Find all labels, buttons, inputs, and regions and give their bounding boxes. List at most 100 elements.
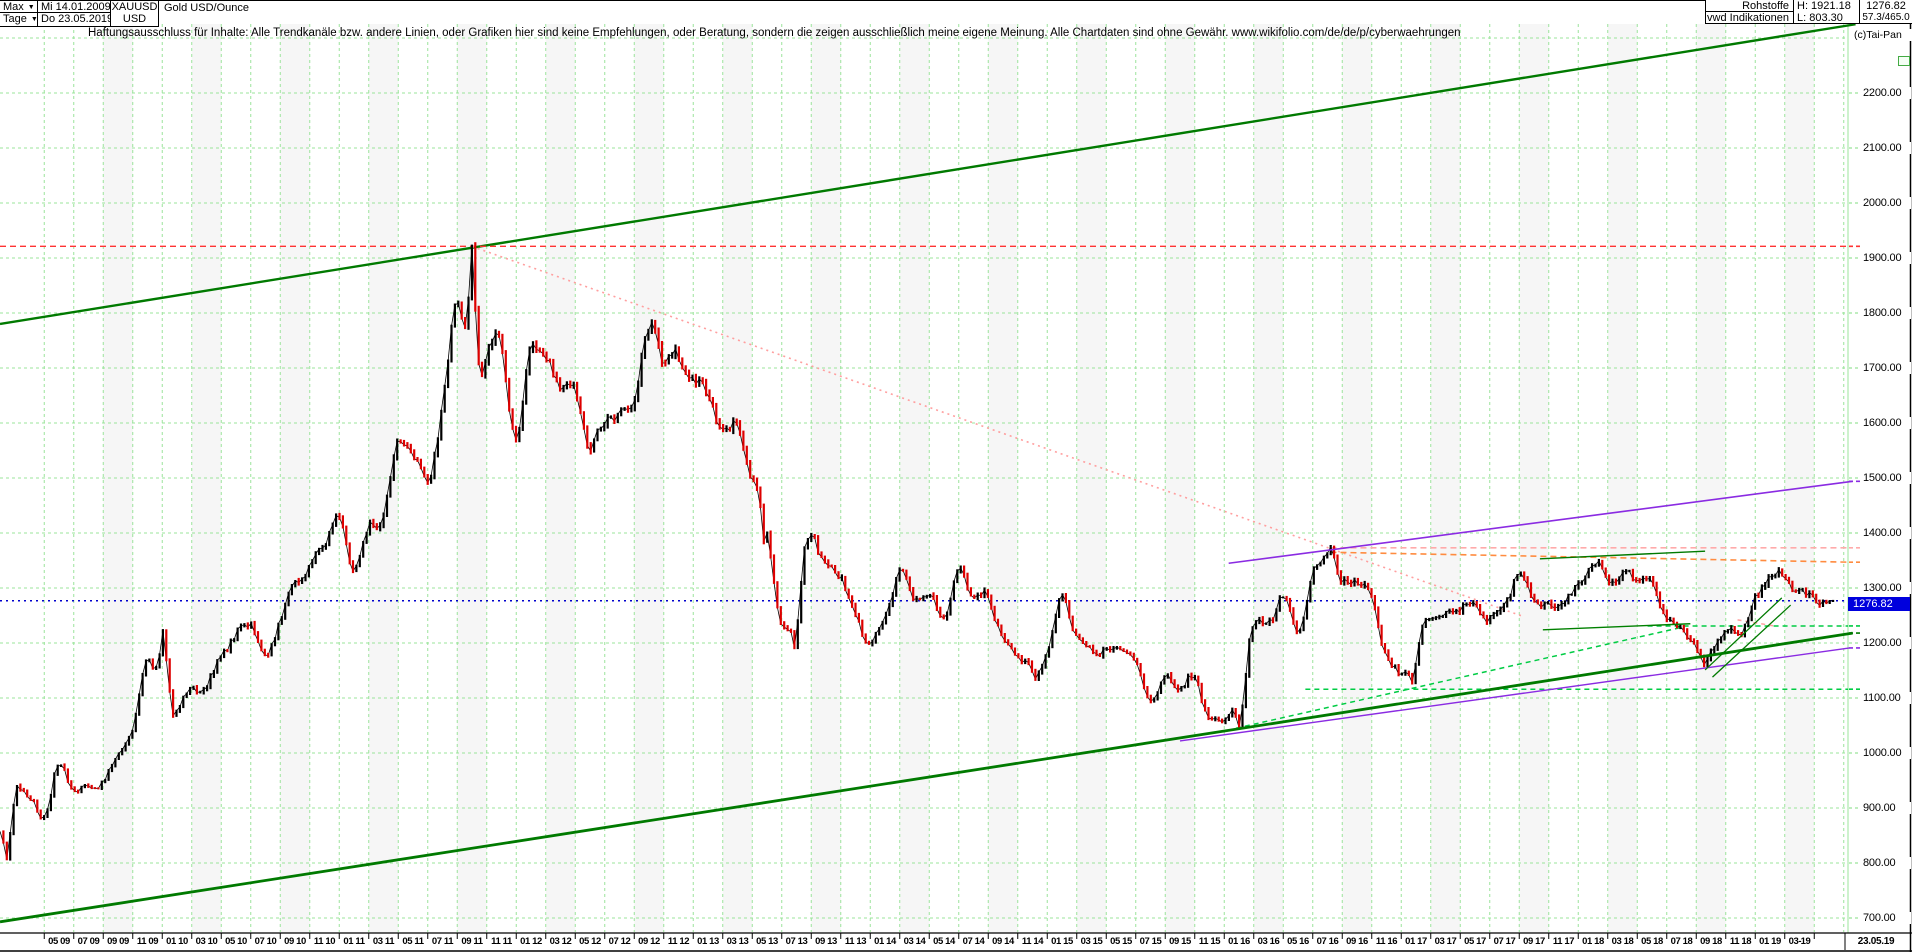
x-axis-tick-label: 09 16: [1346, 936, 1368, 947]
x-axis-tick-label: 05 11: [402, 936, 424, 947]
y-axis-tick-label: 2000.00: [1863, 197, 1911, 209]
category-label: Rohstoffe: [1705, 0, 1793, 12]
y-axis-tick-label: 1200.00: [1863, 637, 1911, 649]
x-axis-tick-label: 07 14: [962, 936, 985, 947]
x-axis-tick-label: 05 14: [933, 936, 955, 947]
y-axis-tick-label: 1700.00: [1863, 362, 1911, 374]
mini-channel-b-line: [1712, 604, 1792, 678]
chevron-down-icon: ▼: [30, 16, 38, 23]
x-axis-tick-label: 07 16: [1316, 936, 1339, 947]
chart-start-date: Mi 14.01.2009: [38, 0, 111, 13]
y-axis-tick-label: 2100.00: [1863, 142, 1911, 154]
x-axis-tick-label: 03 16: [1257, 936, 1280, 947]
collapse-box-icon[interactable]: [1898, 56, 1910, 66]
x-axis-tick-label: 05 13: [756, 936, 778, 947]
lower-channel-line: [0, 631, 1853, 924]
neckline-green-line: [1542, 623, 1691, 631]
x-axis-tick-label: 01 16: [1228, 936, 1250, 947]
x-axis-tick-label: 07 09: [77, 936, 100, 947]
purple-upper-trendline: [1228, 480, 1853, 565]
x-axis-tick-label: 01 18: [1582, 936, 1604, 947]
x-axis-tick-label: 09 11: [461, 936, 483, 947]
x-axis-tick-label: 07 13: [785, 936, 808, 947]
x-axis-tick-label: 03 15: [1080, 936, 1103, 947]
currency-label: USD: [111, 13, 159, 27]
x-axis-tick-label: 07 15: [1139, 936, 1162, 947]
x-axis-tick-label: 03 19: [1788, 936, 1811, 947]
y-axis-tick-label: 1800.00: [1863, 307, 1911, 319]
x-axis-tick-label: 05 16: [1287, 936, 1309, 947]
purple-lower-trendline: [1179, 647, 1850, 742]
x-axis-tick-label: 07 12: [608, 936, 631, 947]
disclaimer-text: Haftungsausschluss für Inhalte: Alle Tre…: [88, 27, 1461, 39]
x-axis-tick-label: 01 12: [520, 936, 542, 947]
support-dashed-steep-line: [1235, 626, 1684, 729]
quote-source-label: vwd Indikationen: [1705, 12, 1793, 24]
x-axis-tick-label: 11 14: [1021, 936, 1044, 947]
x-axis-tick-label: 01 11: [343, 936, 365, 947]
x-axis-tick-label: 11 15: [1198, 936, 1221, 947]
chart-end-date: Do 23.05.2019: [38, 13, 113, 27]
x-axis-tick-label: 01 14: [874, 936, 896, 947]
low-value: L: 803.30: [1793, 12, 1859, 24]
x-axis-tick-label: 07 17: [1493, 936, 1516, 947]
x-axis-tick-label: 03 12: [549, 936, 572, 947]
period-selector[interactable]: Tage ▼: [0, 13, 38, 27]
stat-value: 57.3/465.0: [1859, 12, 1912, 24]
x-axis-tick-label: 11 10: [313, 936, 336, 947]
x-axis-tick-label: 01 10: [166, 936, 188, 947]
candles: [2, 242, 1835, 861]
x-axis-tick-label: 09 15: [1169, 936, 1191, 947]
y-axis-tick-label: 1900.00: [1863, 252, 1911, 264]
x-axis-tick-label: 09 12: [638, 936, 660, 947]
x-axis-tick-label: 01 13: [697, 936, 719, 947]
y-axis-tick-label: 1500.00: [1863, 472, 1911, 484]
x-axis-tick-label: 03 14: [903, 936, 926, 947]
x-axis-tick-label: 09 09: [107, 936, 129, 947]
top-green-line: [1539, 550, 1706, 560]
current-price-tag: 1276.82: [1848, 597, 1910, 611]
x-axis-tick-label: 09 14: [992, 936, 1014, 947]
x-axis-tick-label: 11 09: [136, 936, 159, 947]
x-axis-tick-label: 05 18: [1641, 936, 1663, 947]
chevron-down-icon: ▼: [27, 4, 35, 11]
x-axis-tick-label: 09 17: [1523, 936, 1545, 947]
y-axis-tick-label: 1000.00: [1863, 747, 1911, 759]
instrument-name: Gold USD/Ounce: [164, 2, 249, 14]
x-axis-tick-label: 11 17: [1552, 936, 1575, 947]
x-axis-tick-label: 11 13: [844, 936, 867, 947]
y-axis-tick-label: 1600.00: [1863, 417, 1911, 429]
upper-channel-line: [0, 23, 1856, 326]
x-axis-tick-label: 09 18: [1700, 936, 1722, 947]
x-axis-tick-label: 09 10: [284, 936, 306, 947]
x-axis-end-dash: -: [1798, 936, 1802, 947]
x-axis-tick-label: 11 16: [1375, 936, 1398, 947]
x-axis-tick-label: 01 17: [1405, 936, 1427, 947]
x-axis-tick-label: 05 09: [48, 936, 70, 947]
x-axis-tick-label: 05 12: [579, 936, 601, 947]
x-axis-tick-label: 03 11: [372, 936, 395, 947]
y-axis-tick-label: 900.00: [1863, 802, 1911, 814]
copyright-label: (c)Tai-Pan: [1854, 29, 1912, 41]
symbol-label: XAUUSD: [111, 0, 159, 13]
high-value: H: 1921.18: [1793, 0, 1859, 12]
x-axis-tick-label: 09 13: [815, 936, 837, 947]
x-axis-tick-label: 05 10: [225, 936, 247, 947]
x-axis-tick-label: 01 15: [1051, 936, 1073, 947]
range-selector[interactable]: Max ▼: [0, 0, 38, 13]
x-axis-tick-label: 07 11: [431, 936, 454, 947]
y-axis-tick-label: 700.00: [1863, 912, 1911, 924]
y-axis-tick-label: 800.00: [1863, 857, 1911, 869]
x-axis-tick-label: 11 11: [491, 936, 512, 947]
y-axis-tick-label: 2200.00: [1863, 87, 1911, 99]
x-axis-tick-label: 11 18: [1729, 936, 1752, 947]
resistance-2016-orange-line: [1330, 551, 1849, 563]
x-axis-tick-label: 01 19: [1759, 936, 1781, 947]
x-axis-tick-label: 07 10: [254, 936, 277, 947]
last-price-value: 1276.82: [1859, 0, 1912, 12]
y-axis-tick-label: 1400.00: [1863, 527, 1911, 539]
x-axis-tick-label: 11 12: [667, 936, 690, 947]
x-axis-tick-label: 07 18: [1670, 936, 1693, 947]
